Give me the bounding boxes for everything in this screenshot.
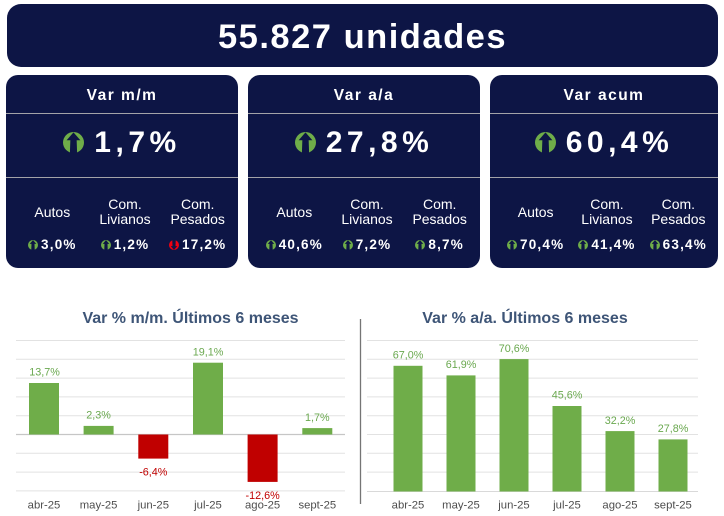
svg-text:may-25: may-25	[80, 499, 118, 511]
svg-text:1,7%: 1,7%	[305, 412, 330, 424]
svg-text:sept-25: sept-25	[654, 499, 692, 511]
svg-text:ago-25: ago-25	[602, 499, 637, 511]
svg-text:Var % m/m. Últimos 6 meses: Var % m/m. Últimos 6 meses	[82, 308, 298, 327]
svg-text:-12,6%: -12,6%	[245, 490, 280, 502]
svg-text:jul-25: jul-25	[552, 499, 581, 511]
svg-text:abr-25: abr-25	[392, 499, 425, 511]
svg-text:19,1%: 19,1%	[193, 346, 224, 358]
svg-text:abr-25: abr-25	[28, 499, 61, 511]
svg-text:sept-25: sept-25	[298, 499, 336, 511]
svg-text:61,9%: 61,9%	[446, 359, 477, 371]
svg-text:-6,4%: -6,4%	[139, 467, 168, 479]
svg-text:jul-25: jul-25	[193, 499, 222, 511]
svg-text:Var % a/a. Últimos 6 meses: Var % a/a. Últimos 6 meses	[422, 308, 628, 327]
svg-text:ago-25: ago-25	[245, 499, 280, 511]
svg-text:32,2%: 32,2%	[605, 415, 636, 427]
svg-text:may-25: may-25	[442, 499, 480, 511]
svg-text:67,0%: 67,0%	[393, 350, 424, 362]
svg-text:jun-25: jun-25	[497, 499, 529, 511]
svg-text:27,8%: 27,8%	[658, 423, 689, 435]
svg-text:13,7%: 13,7%	[29, 367, 60, 379]
svg-text:2,3%: 2,3%	[86, 410, 111, 422]
svg-text:45,6%: 45,6%	[552, 390, 583, 402]
svg-text:jun-25: jun-25	[137, 499, 169, 511]
svg-text:70,6%: 70,6%	[499, 343, 530, 355]
